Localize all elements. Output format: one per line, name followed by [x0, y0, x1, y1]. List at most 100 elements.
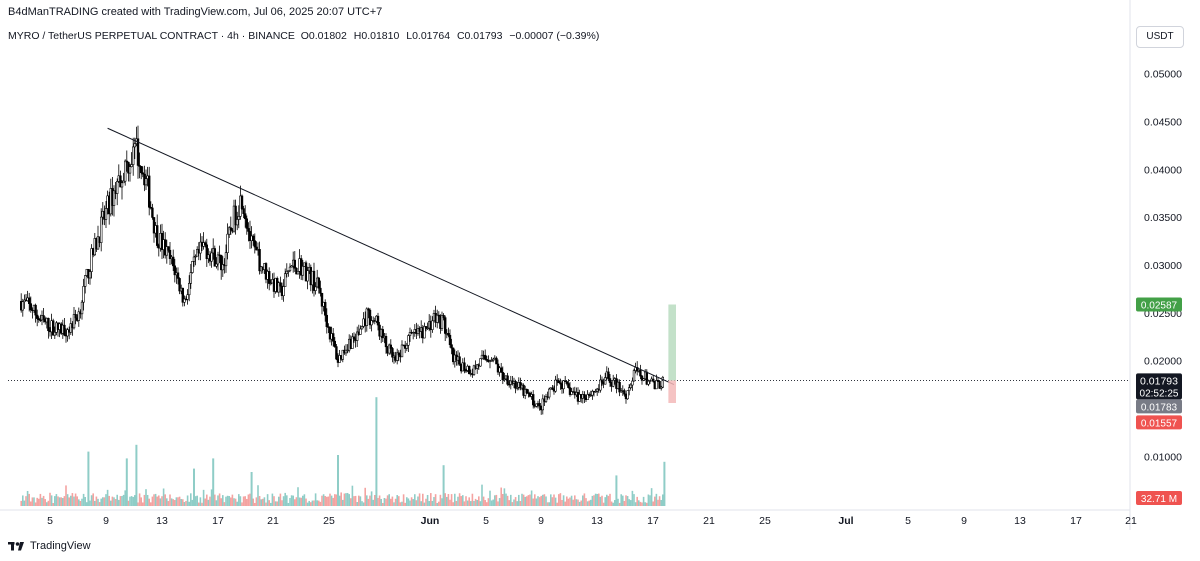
volume-bar [81, 498, 83, 506]
volume-bar [188, 501, 190, 506]
volume-bar [55, 494, 58, 506]
volume-spike-bar [135, 444, 138, 506]
candle-down [168, 249, 172, 259]
volume-bar [599, 496, 602, 506]
candle-up [296, 271, 300, 275]
candle-up [599, 379, 602, 391]
candle-down [485, 359, 488, 361]
volume-bar [601, 495, 603, 506]
candle-up [631, 380, 634, 386]
candle-down [172, 256, 175, 267]
volume-bar [434, 494, 437, 506]
volume-bar [279, 493, 282, 506]
volume-bar [596, 493, 598, 506]
x-tick-label: Jul [838, 515, 853, 527]
volume-bar [52, 502, 54, 506]
volume-bar [412, 499, 414, 506]
candle-up [301, 266, 304, 276]
candle-up [570, 391, 573, 395]
candle-down [567, 383, 570, 388]
volume-bar [182, 499, 184, 506]
candle-down [323, 302, 327, 316]
candle-up [221, 264, 224, 271]
volume-bar [490, 500, 493, 506]
candle-down [443, 317, 447, 334]
candle-down [331, 333, 335, 342]
candle-up [594, 391, 597, 393]
volume-bar [194, 496, 197, 506]
volume-bar [660, 499, 662, 506]
volume-bar [439, 494, 442, 506]
volume-bar [558, 494, 560, 506]
volume-bar [393, 502, 395, 506]
candle-down [258, 249, 261, 272]
volume-bar [452, 502, 454, 506]
volume-bar [254, 502, 256, 506]
volume-bar [276, 501, 278, 506]
volume-bar [479, 501, 482, 506]
candle-up [226, 233, 229, 253]
volume-bar [100, 498, 102, 506]
volume-bar [151, 496, 154, 506]
candle-down [27, 297, 31, 304]
volume-bar [578, 501, 581, 506]
volume-bar [294, 499, 296, 506]
candle-down [204, 242, 207, 246]
volume-bar [238, 494, 240, 506]
volume-bar [569, 497, 571, 506]
volume-bar [606, 494, 608, 506]
chart-attribution: B4dManTRADING created with TradingView.c… [8, 6, 383, 18]
volume-bar [574, 495, 576, 506]
volume-bar [143, 494, 146, 506]
volume-bar [623, 500, 626, 506]
currency-unit-button[interactable]: USDT [1136, 26, 1184, 48]
candle-up [407, 335, 410, 346]
volume-bar [33, 497, 35, 506]
volume-bar [119, 496, 122, 506]
candle-down [325, 314, 328, 328]
candle-up [408, 332, 412, 336]
volume-bar [22, 495, 24, 506]
volume-bar [34, 502, 37, 506]
candle-up [431, 320, 434, 330]
candle-down [467, 365, 471, 375]
volume-bar [324, 495, 326, 506]
volume-bar [553, 494, 555, 506]
candle-down [213, 248, 216, 267]
candle-up [661, 377, 665, 388]
stop-loss-zone [668, 380, 676, 404]
volume-bar [92, 493, 94, 506]
volume-bar [436, 502, 438, 506]
candle-down [42, 315, 45, 320]
candle-up [544, 396, 548, 402]
candle-down [458, 356, 461, 365]
candle-down [563, 380, 567, 382]
volume-bar [430, 493, 432, 506]
volume-spike-bar [337, 455, 339, 506]
candle-up [237, 216, 240, 220]
volume-bar [508, 500, 510, 506]
candle-up [440, 315, 444, 329]
volume-bar [614, 500, 616, 506]
volume-bar [223, 502, 226, 506]
volume-bar [332, 497, 334, 506]
volume-bar [209, 496, 211, 506]
volume-bar [649, 495, 651, 506]
x-tick-label: 25 [759, 515, 771, 527]
candle-down [531, 394, 535, 406]
volume-bar [655, 493, 658, 506]
volume-bar [401, 501, 403, 506]
volume-bar [218, 493, 221, 506]
volume-bar [263, 497, 266, 506]
volume-bar [404, 502, 406, 506]
candle-up [589, 394, 593, 397]
volume-bar [270, 502, 272, 506]
volume-bar [247, 494, 250, 506]
volume-bar [319, 501, 322, 506]
candle-down [623, 390, 626, 395]
volume-bar [639, 501, 642, 506]
candle-down [63, 324, 66, 336]
symbol-title[interactable]: MYRO / TetherUS PERPETUAL CONTRACT · 4h … [8, 30, 295, 42]
volume-bar [257, 485, 259, 506]
